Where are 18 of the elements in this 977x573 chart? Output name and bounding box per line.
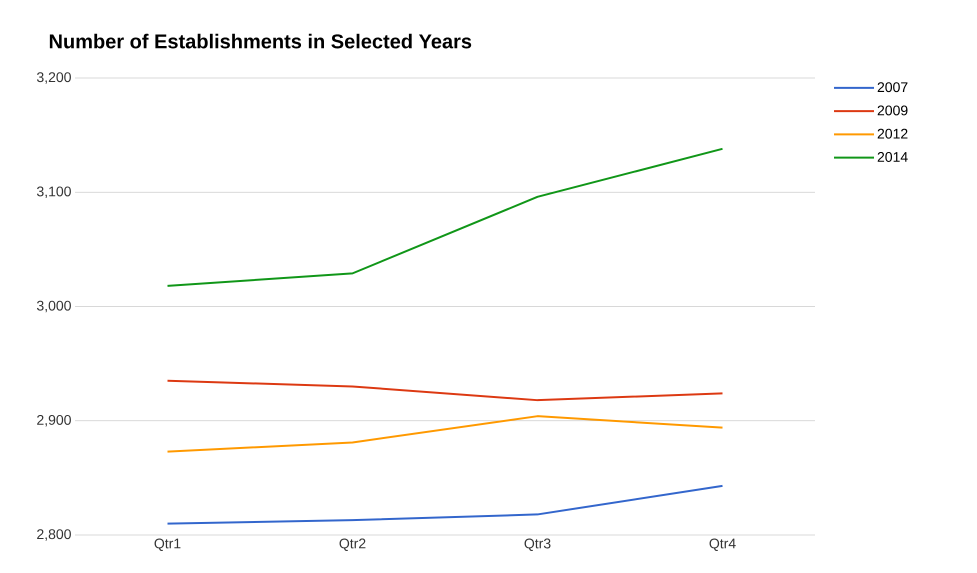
chart-title: Number of Establishments in Selected Years bbox=[50, 34, 472, 48]
x-tick-label: Qtr1 bbox=[154, 538, 180, 551]
y-tick-label: 3,100 bbox=[36, 186, 71, 198]
legend-label: 2012 bbox=[878, 128, 908, 139]
y-tick-label: 2,900 bbox=[37, 414, 71, 427]
x-tick-label: Qtr3 bbox=[524, 538, 551, 551]
line-series bbox=[166, 415, 724, 453]
line-series bbox=[166, 148, 724, 287]
legend-label: 2007 bbox=[878, 82, 908, 92]
legend-label: 2009 bbox=[878, 105, 908, 116]
x-tick-label: Qtr2 bbox=[340, 538, 366, 551]
y-tick-label: 3,000 bbox=[36, 300, 71, 312]
line-series bbox=[166, 380, 724, 402]
x-tick-label: Qtr4 bbox=[710, 538, 736, 551]
legend-label: 2014 bbox=[878, 152, 908, 162]
y-tick-label: 3,200 bbox=[36, 72, 71, 84]
y-tick-label: 2,800 bbox=[37, 529, 71, 541]
line-series bbox=[166, 484, 724, 525]
